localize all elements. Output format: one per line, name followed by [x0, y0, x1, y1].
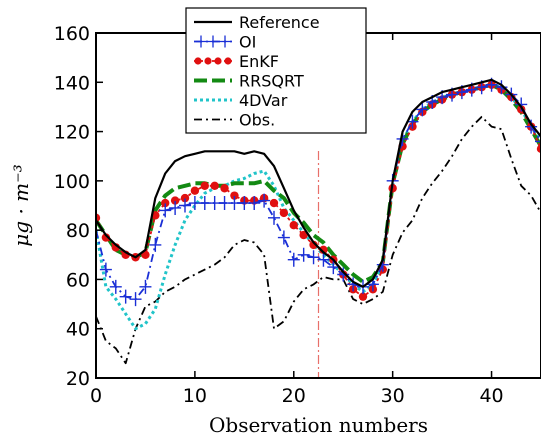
data-point: [495, 80, 508, 95]
series-line-oi: [96, 83, 541, 301]
x-axis-title: Observation numbers: [209, 413, 428, 435]
data-point: [309, 240, 318, 250]
data-point: [210, 181, 219, 190]
legend-marker: [204, 57, 212, 65]
y-tick-label: 20: [66, 368, 90, 390]
series-obs: [96, 115, 541, 365]
data-point: [297, 247, 310, 262]
legend-box: [185, 7, 367, 134]
y-tick-label: 100: [54, 171, 90, 193]
legend-marker: [194, 57, 202, 65]
data-point: [180, 193, 190, 203]
data-point: [358, 292, 368, 301]
series-line-obs: [96, 115, 541, 365]
data-point: [536, 144, 541, 154]
x-tick-label: 30: [381, 385, 405, 407]
data-point: [289, 221, 298, 230]
data-point: [129, 292, 142, 307]
data-point: [190, 186, 200, 195]
legend-label: OI: [239, 33, 256, 52]
data-point: [119, 289, 132, 304]
x-tick-label: 20: [282, 385, 306, 407]
x-tick-label: 10: [183, 385, 207, 407]
legend-label: RRSQRT: [239, 72, 304, 91]
legend-item-obs: Obs.: [194, 111, 275, 130]
y-tick-label: 40: [66, 319, 90, 341]
legend-item-4dvar: 4DVar: [194, 91, 288, 110]
y-axis-title: μg · m⁻³: [9, 164, 33, 246]
y-tick-label: 80: [66, 220, 90, 242]
data-point: [230, 191, 239, 200]
data-point: [277, 230, 290, 245]
legend-label: 4DVar: [239, 91, 288, 110]
data-point: [525, 119, 538, 134]
data-point: [269, 198, 279, 208]
data-point: [109, 279, 122, 294]
legend-label: Reference: [239, 13, 320, 32]
data-point: [169, 200, 182, 215]
data-point: [101, 233, 111, 242]
x-tick-label: 40: [479, 385, 503, 407]
series-line-rrsqrt: [96, 82, 541, 284]
data-point: [535, 134, 541, 149]
legend-marker: [220, 35, 230, 48]
x-tick-label: 0: [90, 385, 102, 407]
legend-marker: [208, 35, 218, 48]
data-point: [319, 245, 328, 255]
data-point: [159, 203, 172, 218]
data-point: [299, 230, 308, 240]
series-line-reference: [96, 78, 541, 288]
data-point: [248, 196, 261, 211]
data-point: [258, 193, 271, 208]
data-point: [287, 252, 300, 267]
data-point: [327, 260, 340, 275]
y-tick-label: 60: [66, 269, 90, 291]
legend-item-oi: OI: [194, 33, 256, 52]
data-point: [139, 279, 152, 294]
data-point: [161, 198, 170, 208]
plot-area: [96, 77, 541, 378]
legend-marker: [214, 57, 222, 65]
data-point: [416, 102, 429, 117]
data-point: [149, 237, 162, 252]
data-point: [170, 196, 180, 205]
data-point: [279, 208, 289, 218]
series-reference: [96, 78, 541, 288]
legend-label: Obs.: [239, 111, 275, 130]
data-point: [268, 210, 280, 225]
legend-item-enkf: EnKF: [194, 52, 279, 71]
series-layer: [96, 77, 541, 378]
data-point: [220, 184, 229, 193]
legend-marker: [196, 35, 206, 48]
y-tick-label: 120: [54, 122, 90, 144]
legend-label: EnKF: [239, 52, 279, 71]
data-point: [179, 198, 191, 213]
legend-marker: [224, 57, 232, 65]
legend-item-reference: Reference: [194, 13, 320, 32]
data-point: [99, 262, 112, 277]
series-rrsqrt: [96, 82, 541, 284]
legend-item-rrsqrt: RRSQRT: [194, 72, 304, 91]
data-point: [200, 181, 209, 190]
y-tick-label: 140: [54, 72, 90, 94]
data-point: [317, 252, 330, 267]
axes-layer: 0 10 20 30 40 20 40 60 80 100 120 140 160: [54, 23, 541, 407]
data-point: [307, 250, 320, 265]
y-tick-label: 160: [54, 23, 90, 45]
